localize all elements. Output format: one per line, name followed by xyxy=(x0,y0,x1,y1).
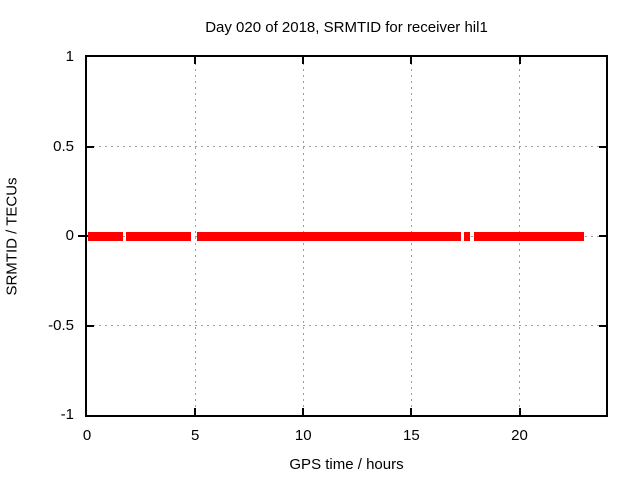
y-gridline xyxy=(87,146,606,147)
x-tick-label: 0 xyxy=(82,427,92,444)
series-segment xyxy=(474,231,585,241)
x-tick-mark-top xyxy=(194,57,197,64)
x-tick-mark-top xyxy=(410,57,413,64)
x-tick-label: 15 xyxy=(403,427,420,444)
x-tick-mark-bottom xyxy=(518,408,521,415)
y-gridline xyxy=(87,325,606,326)
series-segment xyxy=(88,231,123,241)
y-tick-label: -1 xyxy=(60,406,74,423)
y-tick-label: 0.5 xyxy=(53,137,74,155)
x-tick-mark-bottom xyxy=(410,408,413,415)
x-tick-mark-top xyxy=(302,57,305,64)
series-segment xyxy=(464,231,470,241)
y-tick-mark-right xyxy=(599,324,606,327)
y-tick-label: 0 xyxy=(65,227,74,244)
y-tick-mark-right xyxy=(599,145,606,148)
y-tick-label: -0.5 xyxy=(48,316,74,334)
x-axis-title: GPS time / hours xyxy=(289,456,404,473)
series-segment xyxy=(125,231,191,241)
y-tick-mark-left xyxy=(87,145,94,148)
x-tick-label: 10 xyxy=(294,427,312,444)
chart-title: Day 020 of 2018, SRMTID for receiver hil… xyxy=(205,19,488,36)
y-tick-mark-left xyxy=(87,324,94,327)
x-tick-mark-top xyxy=(518,57,521,64)
y-zero-outer-tick-mark xyxy=(78,235,85,237)
x-tick-label: 5 xyxy=(190,427,200,444)
series-segment xyxy=(197,231,462,241)
y-tick-label: 1 xyxy=(65,48,74,65)
x-tick-mark-bottom xyxy=(194,408,197,415)
x-tick-mark-bottom xyxy=(302,408,305,415)
plot-area xyxy=(85,55,608,417)
x-tick-label: 20 xyxy=(511,427,528,444)
y-tick-mark-right xyxy=(599,235,606,237)
